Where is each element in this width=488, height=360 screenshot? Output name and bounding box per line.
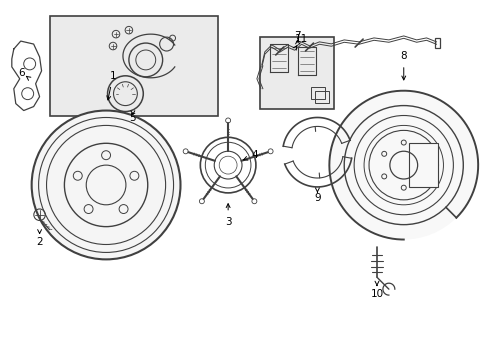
Text: 8: 8	[400, 51, 406, 61]
Bar	[49, 16, 218, 116]
Bar	[434, 38, 440, 48]
Text: 5: 5	[129, 113, 136, 123]
Text: 6: 6	[19, 68, 25, 78]
Circle shape	[328, 91, 477, 239]
Circle shape	[64, 143, 147, 227]
Text: 1: 1	[109, 71, 116, 81]
Text: 3: 3	[224, 217, 231, 227]
Bar	[314, 91, 328, 103]
Text: 7: 7	[294, 31, 300, 41]
Text: 11: 11	[294, 34, 307, 44]
Bar	[259, 37, 334, 109]
Circle shape	[32, 111, 180, 260]
Text: 10: 10	[369, 289, 383, 299]
Bar	[408, 143, 438, 187]
Text: 4: 4	[251, 150, 258, 160]
Text: 2: 2	[36, 237, 43, 247]
Text: 9: 9	[313, 193, 320, 203]
Bar	[310, 87, 324, 99]
